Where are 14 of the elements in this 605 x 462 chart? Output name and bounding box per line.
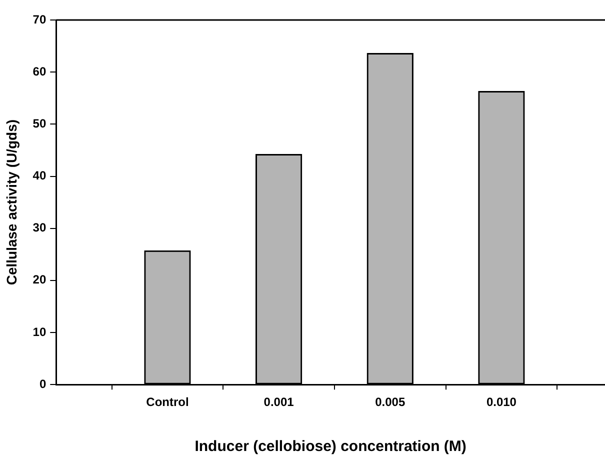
y-tick-label: 30 [32, 220, 46, 235]
y-tick-label: 60 [32, 64, 46, 78]
x-axis-title: Inducer (cellobiose) concentration (M) [194, 438, 466, 456]
x-tick-label: 0.005 [375, 395, 406, 410]
y-tick-label: 40 [32, 168, 46, 183]
x-tick-label: 0.010 [486, 395, 517, 410]
y-tick-label: 50 [32, 116, 46, 130]
y-tick-label: 0 [39, 376, 46, 391]
y-tick-label: 70 [32, 12, 46, 26]
y-tick-label: 20 [32, 272, 46, 287]
y-tick-label: 10 [32, 324, 46, 339]
y-axis-title: Cellulase activity (U/gds) [3, 119, 20, 286]
x-tick-label: 0.001 [264, 395, 294, 410]
x-tick-label: Control [146, 395, 189, 410]
